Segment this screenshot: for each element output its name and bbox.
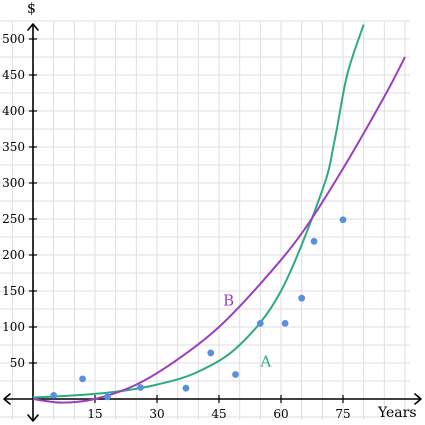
data-point (79, 375, 86, 383)
x-tick-label: 15 (87, 407, 102, 421)
y-tick-label: 100 (2, 320, 25, 334)
y-tick-label: 500 (2, 32, 25, 46)
x-axis-arrow-right (414, 393, 422, 405)
data-point (310, 237, 318, 245)
data-point (104, 393, 111, 401)
data-point (281, 320, 289, 327)
y-tick-label: 400 (2, 104, 25, 118)
data-point (256, 320, 264, 327)
y-axis-arrow-up (27, 23, 39, 31)
y-tick-label: 350 (2, 140, 25, 154)
curve-label-b: B (223, 291, 234, 309)
x-axis-label: Years (377, 405, 417, 421)
curve-label-a: A (259, 353, 271, 371)
data-point (298, 294, 306, 302)
y-tick-label: 250 (2, 212, 25, 226)
data-point (232, 371, 239, 378)
tick-labels: 15 30 45 60 75 50 100 150 200 250 300 350 400 450 500 (2, 32, 351, 421)
y-axis-label: $ (27, 1, 36, 17)
y-tick-label: 200 (2, 248, 25, 262)
curve-b (32, 56, 406, 404)
y-tick-label: 300 (2, 176, 25, 190)
data-point (182, 384, 190, 392)
y-tick-label: 450 (2, 68, 25, 82)
y-axis-arrow-down (27, 414, 39, 422)
x-axis-arrow-left (3, 393, 11, 405)
y-tick-label: 150 (2, 284, 25, 298)
x-tick-label: 30 (149, 407, 164, 421)
curve-labels: AB (223, 291, 271, 370)
data-point (207, 349, 215, 357)
data-point (339, 216, 347, 224)
x-tick-label: 45 (211, 407, 226, 421)
curves (32, 24, 406, 404)
data-points (50, 216, 347, 401)
x-tick-label: 75 (335, 407, 350, 421)
curve-a (32, 24, 365, 399)
data-point (137, 384, 144, 391)
y-tick-label: 50 (10, 356, 25, 370)
data-point (50, 392, 58, 399)
grid-lines (0, 20, 410, 420)
x-tick-label: 60 (273, 407, 288, 421)
axes (3, 23, 422, 422)
